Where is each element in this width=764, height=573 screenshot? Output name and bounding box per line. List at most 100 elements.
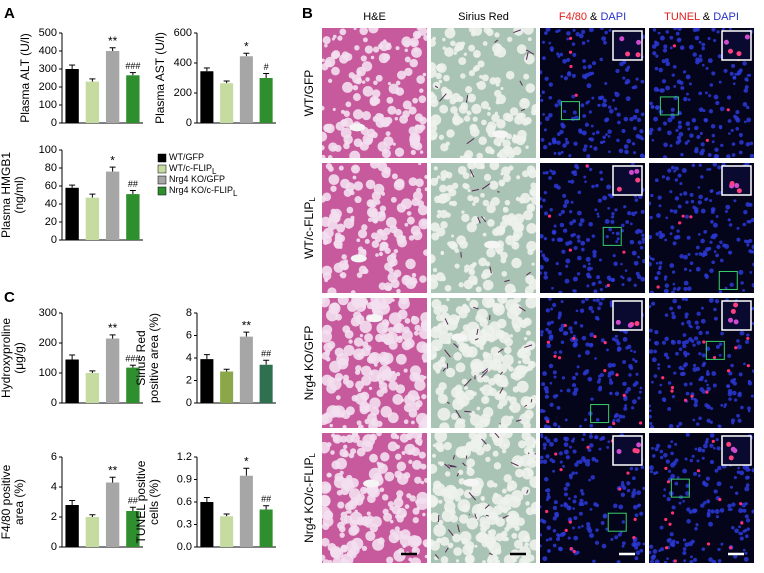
vacuole xyxy=(508,507,511,510)
nucleus xyxy=(607,207,610,210)
nucleus xyxy=(677,26,682,31)
nucleus xyxy=(693,472,697,476)
positive-cell xyxy=(569,248,572,251)
vacuole xyxy=(416,497,429,510)
nucleus xyxy=(653,472,656,475)
nucleus xyxy=(744,557,749,562)
nucleus xyxy=(660,456,663,459)
y-tick-label: 6 xyxy=(186,329,192,341)
vacuole xyxy=(340,558,346,564)
vacuole xyxy=(344,259,348,263)
nucleus xyxy=(670,209,674,213)
vacuole xyxy=(340,517,344,521)
vacuole xyxy=(421,394,426,399)
vacuole xyxy=(377,162,387,172)
vacuole xyxy=(323,484,331,492)
nucleus xyxy=(705,331,709,335)
nucleus xyxy=(695,321,699,325)
vacuole xyxy=(495,112,498,115)
vacuole xyxy=(398,309,408,319)
nucleus xyxy=(752,283,757,288)
nucleus xyxy=(626,387,631,392)
nucleus xyxy=(672,270,675,273)
nucleus xyxy=(720,508,725,513)
nucleus xyxy=(680,45,685,50)
vacuole xyxy=(365,77,370,82)
vacuole xyxy=(461,210,464,213)
nucleus xyxy=(598,378,601,381)
nucleus xyxy=(599,448,602,451)
nucleus xyxy=(625,220,629,224)
nucleus xyxy=(685,201,688,204)
vacuole xyxy=(468,45,475,52)
nucleus xyxy=(548,176,552,180)
nucleus xyxy=(572,376,576,380)
nucleus xyxy=(612,232,615,235)
nucleus xyxy=(706,372,710,376)
nucleus xyxy=(549,96,553,100)
nucleus xyxy=(607,440,610,443)
nucleus xyxy=(603,514,607,518)
positive-cell xyxy=(569,521,572,524)
nucleus xyxy=(654,276,658,280)
vacuole xyxy=(339,28,346,35)
nucleus xyxy=(580,309,584,313)
nucleus xyxy=(662,397,666,401)
bar xyxy=(260,510,273,548)
positive-cell xyxy=(668,523,671,526)
vacuole xyxy=(479,75,483,79)
nucleus xyxy=(596,130,600,134)
vacuole xyxy=(353,85,358,90)
nucleus xyxy=(606,235,609,238)
vacuole xyxy=(457,96,463,102)
positive-cell xyxy=(626,471,629,474)
inset-cell xyxy=(625,51,630,56)
inset-cell xyxy=(636,442,641,447)
vacuole xyxy=(456,418,462,424)
nucleus xyxy=(593,502,597,506)
nucleus xyxy=(738,419,742,423)
nucleus xyxy=(610,220,614,224)
nucleus xyxy=(549,403,553,407)
nucleus xyxy=(720,404,723,407)
vacuole xyxy=(360,141,369,150)
vacuole xyxy=(443,364,447,368)
vacuole xyxy=(402,451,406,455)
nucleus xyxy=(752,369,755,372)
nucleus xyxy=(683,559,686,562)
nucleus xyxy=(727,354,731,358)
nucleus xyxy=(611,278,615,282)
nucleus xyxy=(642,259,646,263)
vacuole xyxy=(402,544,406,548)
vacuole xyxy=(470,125,476,131)
vacuole xyxy=(470,264,476,270)
vacuole xyxy=(523,318,532,327)
positive-cell xyxy=(665,546,668,549)
vacuole xyxy=(528,471,533,476)
nucleus xyxy=(539,234,544,239)
nucleus xyxy=(566,455,570,459)
vacuole xyxy=(503,474,511,482)
vacuole xyxy=(405,278,416,289)
vacuole xyxy=(481,384,493,396)
nucleus xyxy=(615,335,618,338)
vacuole xyxy=(371,516,382,527)
vacuole xyxy=(451,387,463,399)
vacuole xyxy=(446,172,453,179)
nucleus xyxy=(564,450,569,455)
nucleus xyxy=(649,128,653,132)
nucleus xyxy=(709,444,713,448)
nucleus xyxy=(730,508,733,511)
inset-cell xyxy=(636,52,641,57)
nucleus xyxy=(573,277,578,282)
vacuole xyxy=(514,526,519,531)
nucleus xyxy=(672,299,677,304)
vacuole xyxy=(324,44,328,48)
header-part: F4/80 xyxy=(559,11,587,23)
nucleus xyxy=(699,252,703,256)
positive-cell xyxy=(593,335,596,338)
nucleus xyxy=(669,263,674,268)
nucleus xyxy=(565,418,568,421)
nucleus xyxy=(670,452,674,456)
